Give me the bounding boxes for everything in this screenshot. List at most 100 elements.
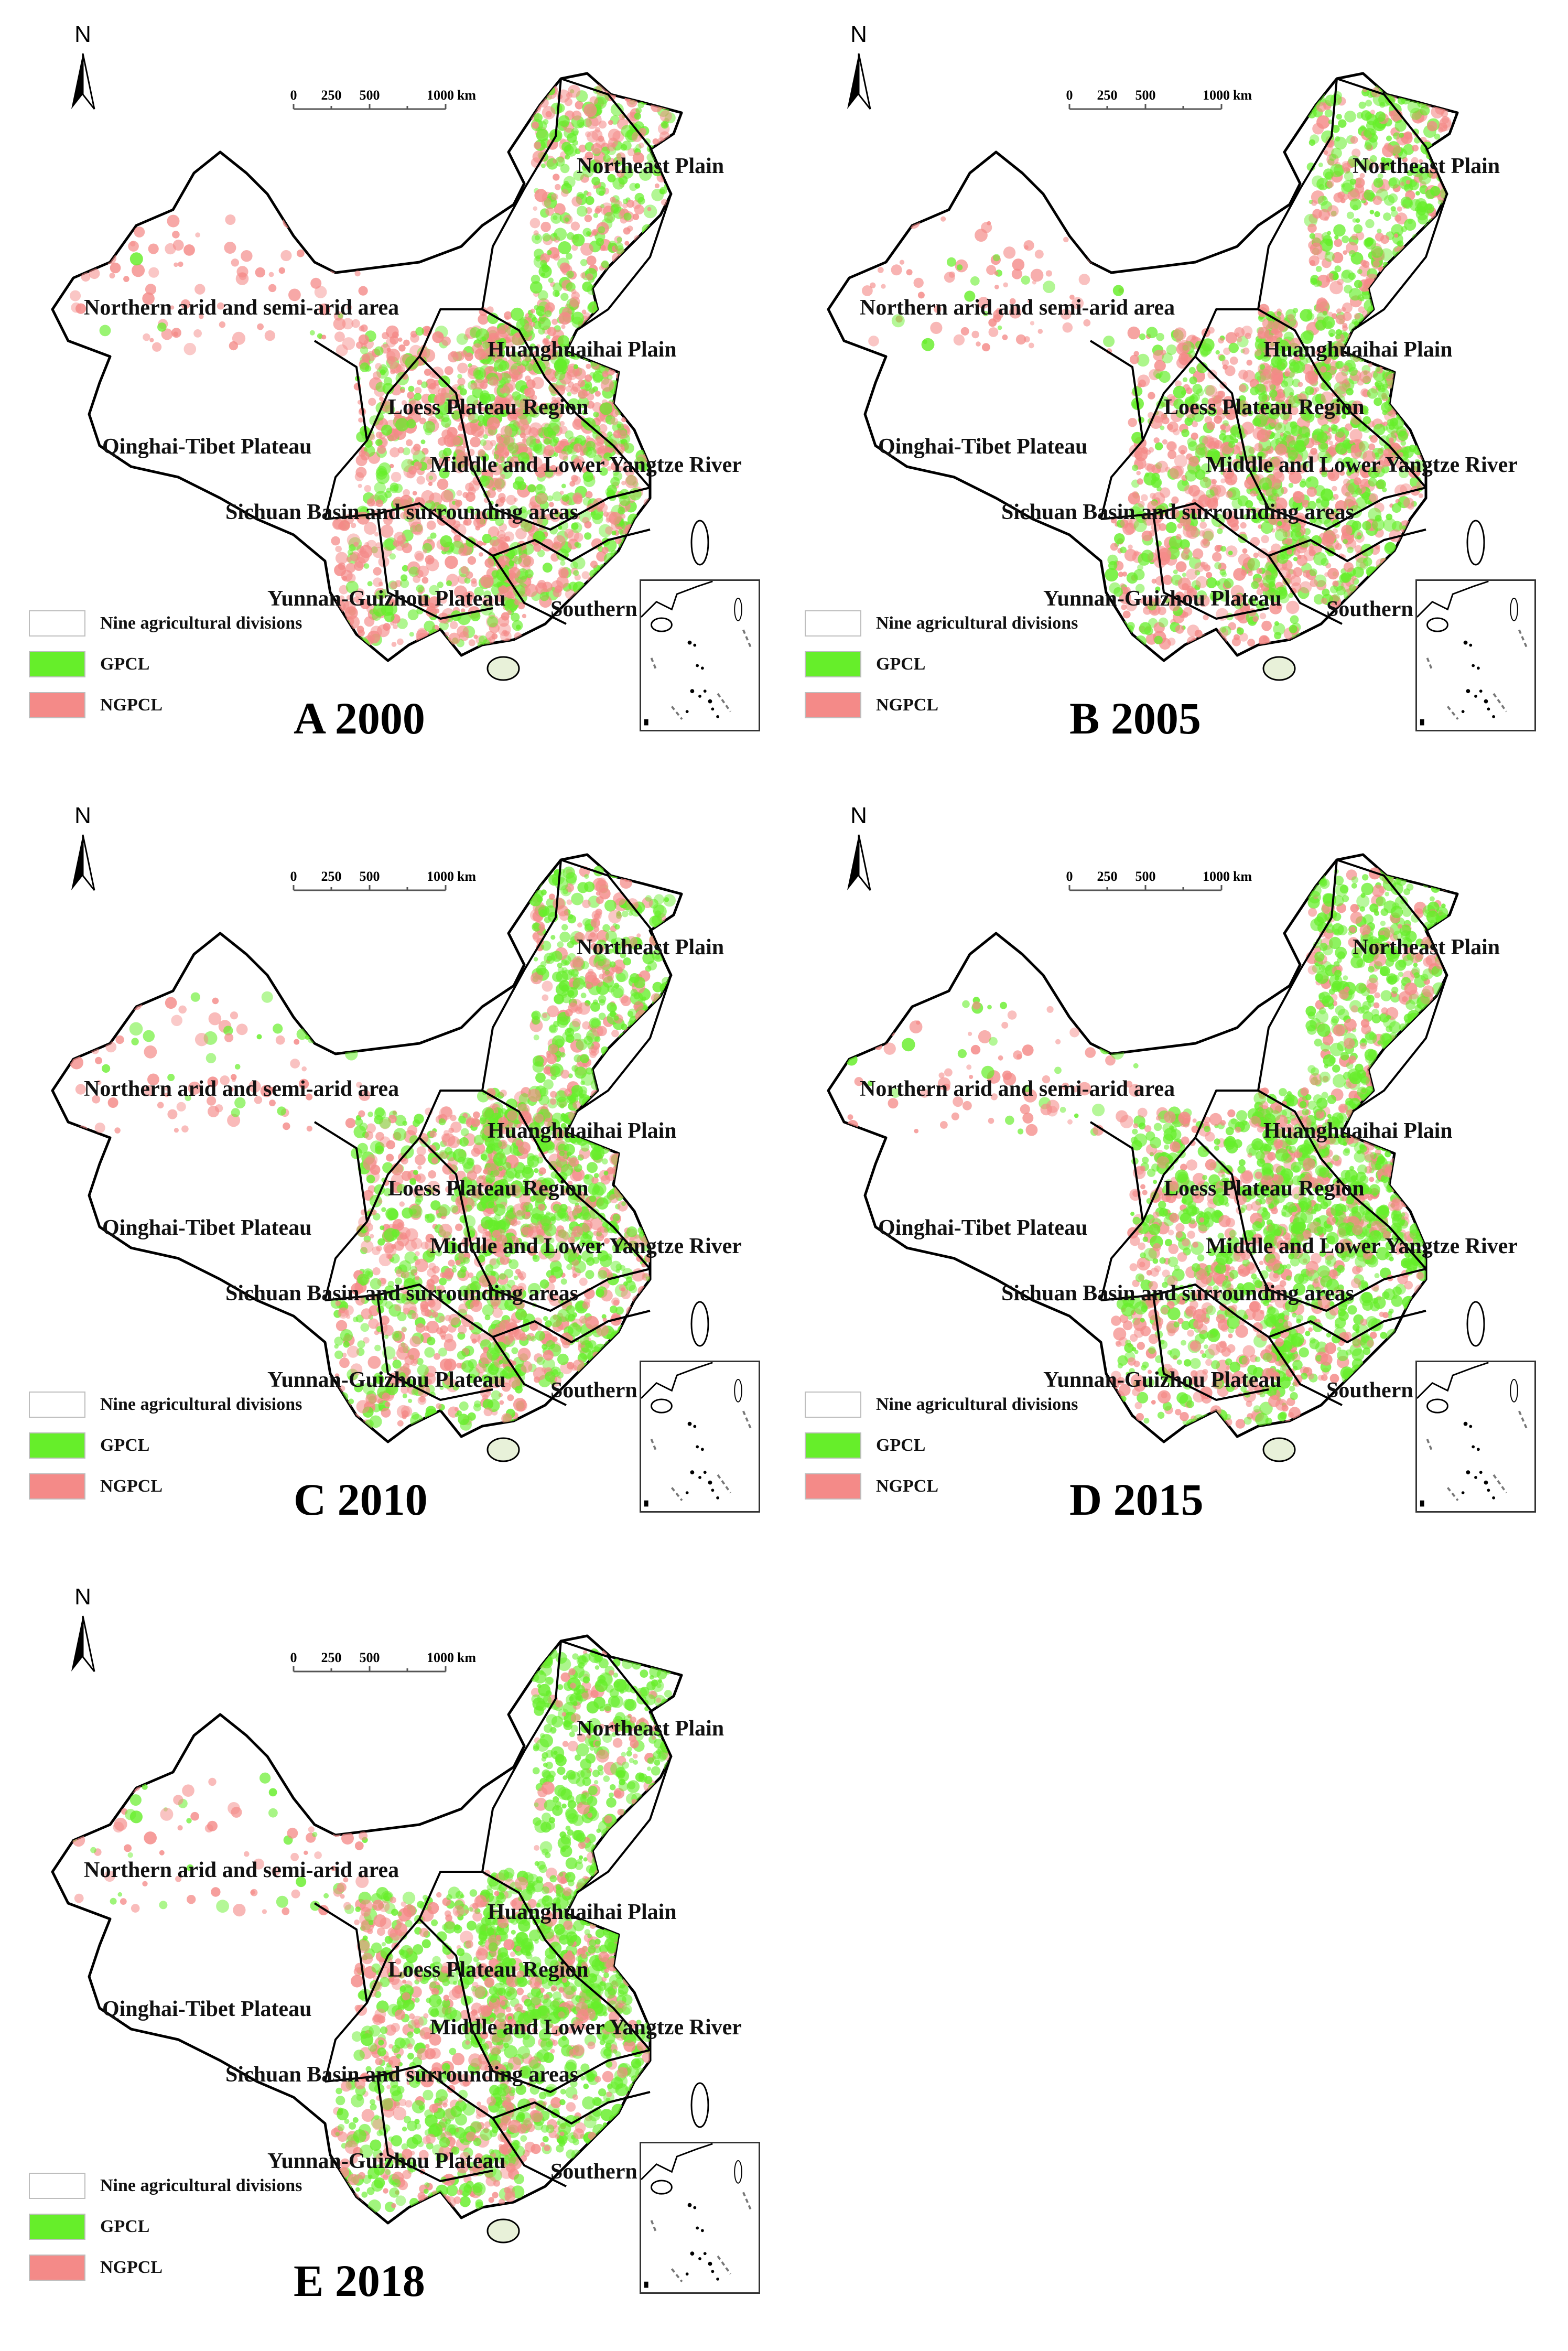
gpcl-patch — [1391, 521, 1403, 532]
gpcl-patch — [400, 579, 409, 588]
ngpcl-patch — [1375, 459, 1385, 470]
gpcl-patch — [633, 584, 640, 591]
ngpcl-patch — [566, 92, 572, 99]
gpcl-patch — [555, 156, 565, 167]
gpcl-patch — [440, 535, 452, 548]
ngpcl-patch — [1214, 484, 1226, 497]
gpcl-patch — [661, 924, 673, 936]
gpcl-patch — [1212, 634, 1217, 640]
ngpcl-patch — [170, 305, 175, 310]
ngpcl-patch — [1435, 250, 1443, 258]
ngpcl-patch — [397, 447, 404, 454]
ngpcl-patch — [570, 386, 579, 395]
ngpcl-patch — [1359, 370, 1372, 383]
ngpcl-patch — [386, 355, 395, 364]
gpcl-patch — [548, 1024, 558, 1033]
gpcl-patch — [652, 982, 663, 993]
gpcl-patch — [1236, 627, 1244, 635]
gpcl-patch — [1262, 575, 1276, 588]
ngpcl-patch — [1341, 307, 1346, 312]
gpcl-patch — [643, 514, 652, 523]
ngpcl-patch — [556, 576, 569, 588]
ngpcl-patch — [542, 197, 551, 208]
gpcl-patch — [565, 430, 574, 439]
gpcl-patch — [542, 563, 553, 573]
gpcl-patch — [511, 307, 524, 321]
ngpcl-patch — [1192, 548, 1204, 559]
ngpcl-patch — [1045, 270, 1052, 277]
gpcl-patch — [1360, 297, 1365, 301]
ngpcl-patch — [390, 581, 398, 589]
ngpcl-patch — [850, 261, 861, 272]
ngpcl-patch — [1439, 118, 1452, 132]
gpcl-patch — [618, 397, 629, 409]
ngpcl-patch — [1310, 242, 1323, 255]
gpcl-patch — [554, 452, 558, 457]
gpcl-patch — [1346, 388, 1354, 396]
ngpcl-patch — [584, 214, 592, 222]
ngpcl-patch — [554, 446, 562, 454]
gpcl-patch — [1394, 120, 1407, 132]
ngpcl-patch — [391, 642, 397, 647]
ngpcl-patch — [1137, 478, 1143, 485]
gpcl-patch — [1303, 329, 1314, 341]
ngpcl-patch — [1296, 554, 1308, 566]
legend-label-gpcl: GPCL — [876, 654, 926, 674]
ngpcl-patch — [1342, 365, 1349, 372]
ngpcl-patch — [1307, 223, 1317, 233]
ngpcl-patch — [586, 255, 597, 266]
ngpcl-patch — [498, 493, 506, 501]
ngpcl-patch — [440, 490, 453, 503]
gpcl-patch — [623, 443, 634, 454]
gpcl-patch — [1198, 635, 1211, 649]
gpcl-patch — [580, 259, 588, 266]
ngpcl-patch — [1175, 534, 1182, 540]
gpcl-patch — [1405, 281, 1415, 291]
ngpcl-patch — [596, 573, 604, 580]
ngpcl-patch — [359, 326, 365, 332]
ngpcl-patch — [1335, 500, 1347, 512]
gpcl-patch — [478, 421, 483, 427]
ngpcl-patch — [500, 400, 505, 405]
ngpcl-patch — [532, 880, 538, 886]
ngpcl-patch — [589, 96, 598, 105]
ngpcl-patch — [647, 207, 652, 211]
gpcl-patch — [561, 494, 569, 502]
gpcl-patch — [617, 1104, 625, 1112]
gpcl-patch — [610, 103, 624, 116]
ngpcl-patch — [412, 524, 424, 536]
gpcl-patch — [1386, 135, 1392, 142]
ngpcl-patch — [268, 272, 274, 277]
ngpcl-patch — [1173, 327, 1186, 341]
ngpcl-patch — [439, 597, 447, 604]
ngpcl-patch — [498, 327, 505, 334]
gpcl-patch — [628, 298, 633, 303]
ngpcl-patch — [906, 269, 913, 276]
gpcl-patch — [607, 174, 616, 182]
gpcl-patch — [558, 115, 570, 127]
ngpcl-patch — [1032, 280, 1036, 285]
ngpcl-patch — [1407, 89, 1415, 98]
gpcl-patch — [626, 1072, 635, 1081]
gpcl-patch — [1300, 408, 1313, 421]
ngpcl-patch — [1418, 493, 1423, 498]
ngpcl-patch — [1259, 612, 1267, 620]
region-label-huanghuaihai: Huanghuaihai Plain — [1263, 338, 1453, 362]
gpcl-patch — [632, 246, 646, 260]
ngpcl-patch — [542, 980, 553, 992]
gpcl-patch — [1381, 284, 1387, 289]
ngpcl-patch — [1390, 454, 1397, 461]
ngpcl-patch — [868, 336, 879, 347]
gpcl-patch — [623, 252, 637, 266]
gpcl-patch — [544, 916, 551, 923]
ngpcl-patch — [632, 92, 639, 99]
ngpcl-patch — [1323, 530, 1336, 544]
gpcl-patch — [1321, 380, 1332, 391]
ngpcl-patch — [492, 379, 499, 386]
gpcl-patch — [537, 290, 548, 301]
ngpcl-patch — [601, 970, 614, 983]
region-label-yunnan: Yunnan-Guizhou Plateau — [267, 587, 506, 611]
gpcl-patch — [1369, 210, 1375, 214]
ngpcl-patch — [458, 547, 467, 556]
ngpcl-patch — [1401, 563, 1413, 575]
